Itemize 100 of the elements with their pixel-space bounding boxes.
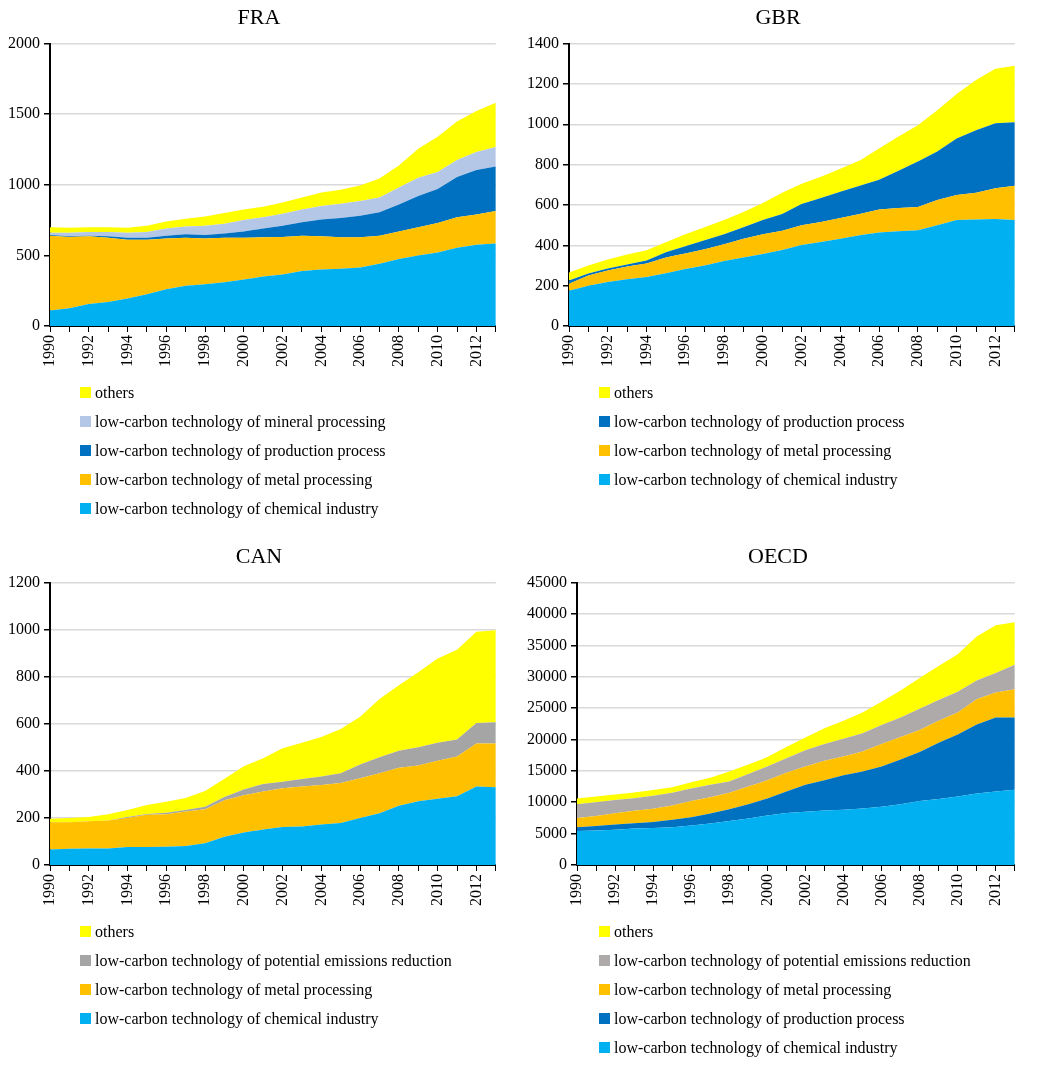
x-tick-label: 2002 <box>272 874 290 906</box>
x-tick-label: 2010 <box>427 874 445 906</box>
x-tick-label: 1990 <box>567 874 585 906</box>
x-tick-label: 2008 <box>389 874 407 906</box>
x-tick-label: 2002 <box>272 335 290 367</box>
legend-label: low-carbon technology of metal processing <box>95 470 373 489</box>
x-tick-label: 2000 <box>234 335 252 367</box>
y-tick-label: 400 <box>16 761 40 779</box>
x-tick-label: 1996 <box>156 335 174 367</box>
x-tick-label: 2010 <box>946 335 964 367</box>
x-tick-label: 2006 <box>350 335 368 367</box>
x-tick-label: 2006 <box>871 874 889 906</box>
y-tick-label: 0 <box>32 316 40 334</box>
x-tick-label: 2012 <box>985 874 1003 906</box>
x-tick-label: 2004 <box>833 874 851 906</box>
y-tick-label: 1400 <box>527 33 559 51</box>
y-tick-label: 40000 <box>527 604 567 622</box>
y-tick-label: 20000 <box>527 729 567 747</box>
x-tick-label: 2006 <box>869 335 887 367</box>
legend-label: low-carbon technology of chemical industry <box>95 1009 379 1028</box>
chart-title: CAN <box>234 543 284 569</box>
y-tick-label: 400 <box>535 235 559 253</box>
y-tick-label: 600 <box>535 195 559 213</box>
legend-label: low-carbon technology of chemical industry <box>614 1038 898 1057</box>
x-tick-label: 2004 <box>311 874 329 906</box>
x-tick-label: 2004 <box>830 335 848 367</box>
y-tick-label: 45000 <box>527 572 567 590</box>
y-tick-label: 600 <box>16 714 40 731</box>
x-tick-label: 1994 <box>117 874 135 906</box>
y-tick-label: 800 <box>16 666 40 684</box>
legend-label: others <box>614 922 654 941</box>
legend-label: low-carbon technology of production process <box>614 412 905 431</box>
x-tick-label: 1994 <box>636 335 654 367</box>
x-tick-label: 1990 <box>559 335 577 367</box>
y-tick-label: 1200 <box>527 74 559 92</box>
x-tick-label: 2012 <box>466 335 484 367</box>
legend-label: low-carbon technology of potential emissions reduction <box>95 951 452 970</box>
legend-label: others <box>614 383 654 402</box>
y-tick-label: 200 <box>16 808 40 826</box>
x-tick-label: 2006 <box>350 874 368 906</box>
legend-label: others <box>95 383 135 402</box>
legend-label: low-carbon technology of chemical industry <box>614 470 898 489</box>
x-tick-label: 2010 <box>427 335 445 367</box>
y-tick-label: 1200 <box>8 572 40 590</box>
x-tick-label: 2004 <box>311 335 329 367</box>
x-tick-label: 2010 <box>947 874 965 906</box>
y-tick-label: 5000 <box>535 823 567 841</box>
x-tick-label: 1998 <box>714 335 732 367</box>
y-tick-label: 0 <box>551 316 559 334</box>
y-tick-label: 10000 <box>527 792 567 810</box>
x-tick-label: 1994 <box>643 874 661 906</box>
x-tick-label: 1998 <box>195 874 213 906</box>
x-tick-label: 1996 <box>681 874 699 906</box>
legend-label: low-carbon technology of metal processing <box>95 980 373 999</box>
legend-label: low-carbon technology of potential emissions reduction <box>614 951 971 970</box>
x-tick-label: 2012 <box>466 874 484 906</box>
y-tick-label: 200 <box>535 275 559 293</box>
chart-title: GBR <box>754 4 802 30</box>
x-tick-label: 2008 <box>389 335 407 367</box>
legend-label: low-carbon technology of metal processing <box>614 441 892 460</box>
legend-label: low-carbon technology of chemical industry <box>95 499 379 518</box>
y-tick-label: 800 <box>535 154 559 172</box>
x-tick-label: 1998 <box>719 874 737 906</box>
x-tick-label: 1994 <box>117 335 135 367</box>
x-tick-label: 2002 <box>791 335 809 367</box>
x-tick-label: 2002 <box>795 874 813 906</box>
x-tick-label: 1996 <box>675 335 693 367</box>
x-tick-label: 2000 <box>234 874 252 906</box>
y-tick-label: 35000 <box>527 635 567 653</box>
x-tick-label: 2000 <box>753 335 771 367</box>
x-tick-label: 2000 <box>757 874 775 906</box>
x-tick-label: 2008 <box>909 874 927 906</box>
y-tick-label: 1000 <box>8 175 40 192</box>
legend-label: low-carbon technology of production process <box>95 441 386 460</box>
y-tick-label: 500 <box>16 245 40 263</box>
x-tick-label: 1990 <box>40 335 58 367</box>
chart-title: OECD <box>747 543 809 569</box>
x-tick-label: 1996 <box>156 874 174 906</box>
x-tick-label: 1992 <box>597 335 615 367</box>
y-tick-label: 0 <box>559 855 567 873</box>
x-tick-label: 1990 <box>40 874 58 906</box>
x-tick-label: 2008 <box>908 335 926 367</box>
y-tick-label: 2000 <box>8 33 40 51</box>
chart-title: FRA <box>236 4 282 30</box>
x-tick-label: 1992 <box>78 335 96 367</box>
x-tick-label: 1998 <box>195 335 213 367</box>
legend-label: low-carbon technology of mineral processing <box>95 412 386 431</box>
legend-label: others <box>95 922 135 941</box>
x-tick-label: 1992 <box>605 874 623 906</box>
y-tick-label: 0 <box>32 855 40 873</box>
y-tick-label: 25000 <box>527 698 567 716</box>
legend-label: low-carbon technology of metal processing <box>614 980 892 999</box>
y-tick-label: 1500 <box>8 104 40 122</box>
y-tick-label: 30000 <box>527 666 567 684</box>
x-tick-label: 2012 <box>985 335 1003 367</box>
y-tick-label: 1000 <box>8 619 40 637</box>
x-tick-label: 1992 <box>78 874 96 906</box>
y-tick-label: 1000 <box>527 114 559 132</box>
y-tick-label: 15000 <box>527 761 567 779</box>
legend-label: low-carbon technology of production process <box>614 1009 905 1028</box>
